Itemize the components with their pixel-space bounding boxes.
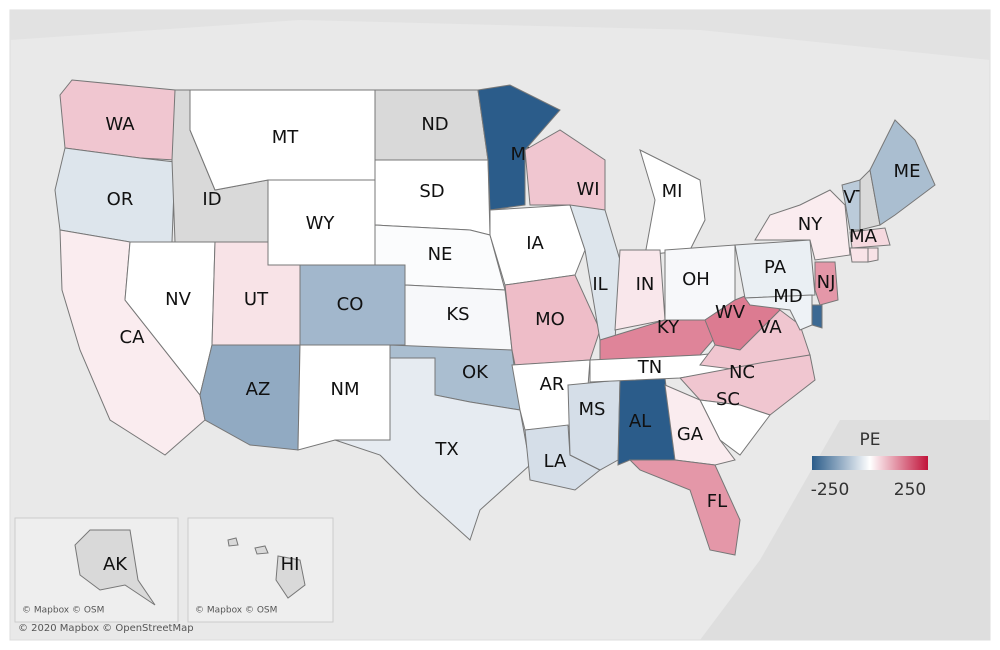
state-label: LA bbox=[544, 451, 567, 472]
state-label: AZ bbox=[246, 379, 271, 400]
state bbox=[275, 555, 306, 599]
state bbox=[254, 545, 269, 555]
state bbox=[814, 261, 839, 306]
state-label: NV bbox=[165, 289, 191, 310]
state-label: TX bbox=[434, 439, 458, 460]
state-label: TN bbox=[637, 357, 662, 378]
state-label: IN bbox=[636, 274, 655, 295]
state-label: WV bbox=[715, 302, 746, 323]
state-label: MD bbox=[773, 286, 802, 307]
state-label: PA bbox=[764, 257, 787, 278]
ocean bbox=[700, 420, 990, 640]
state-label: AL bbox=[629, 411, 651, 432]
state bbox=[227, 537, 239, 547]
state-label: IA bbox=[526, 233, 544, 254]
state-label: NE bbox=[428, 244, 453, 265]
state bbox=[744, 294, 813, 331]
state-label: IL bbox=[592, 274, 607, 295]
state-label: MI bbox=[662, 181, 683, 202]
state-label: HI bbox=[281, 554, 300, 575]
state bbox=[869, 119, 936, 226]
state bbox=[699, 309, 811, 371]
credit: © Mapbox © OSM bbox=[22, 606, 104, 616]
legend-max: 250 bbox=[894, 480, 926, 500]
legend-title: PE bbox=[860, 430, 881, 450]
legend-ramp bbox=[812, 456, 928, 470]
state-label: CO bbox=[337, 294, 364, 315]
state-label: ME bbox=[894, 161, 921, 182]
state bbox=[811, 304, 823, 329]
state-label: WY bbox=[306, 213, 336, 234]
state-label: NY bbox=[798, 214, 823, 235]
state-label: FL bbox=[707, 491, 727, 512]
state-label: SD bbox=[419, 181, 444, 202]
state-label: KY bbox=[657, 317, 680, 338]
state-label: MT bbox=[272, 127, 300, 148]
state-label: GA bbox=[677, 424, 704, 445]
state-label: AR bbox=[540, 374, 565, 395]
state-label: NC bbox=[729, 362, 755, 383]
state bbox=[628, 459, 741, 556]
canada bbox=[10, 10, 990, 60]
state bbox=[849, 247, 869, 263]
state-label: UT bbox=[244, 289, 269, 310]
state-label: OK bbox=[462, 362, 489, 383]
state bbox=[867, 247, 879, 263]
state-label: NM bbox=[331, 379, 360, 400]
state-label: WA bbox=[105, 114, 135, 135]
state-label: OR bbox=[107, 189, 134, 210]
state-label: KS bbox=[446, 304, 469, 325]
state bbox=[754, 189, 851, 261]
credit: © Mapbox © OSM bbox=[195, 606, 277, 616]
state-label: ND bbox=[421, 114, 448, 135]
state-label: MO bbox=[535, 309, 565, 330]
state-label: OH bbox=[682, 269, 710, 290]
state-label: SC bbox=[716, 389, 740, 410]
state bbox=[849, 227, 891, 249]
state-label: MS bbox=[579, 399, 606, 420]
state-label: WI bbox=[576, 179, 599, 200]
credit: © 2020 Mapbox © OpenStreetMap bbox=[18, 623, 194, 634]
state-label: VA bbox=[758, 317, 782, 338]
state-label: MA bbox=[849, 226, 878, 247]
legend-min: -250 bbox=[811, 480, 850, 500]
state-label: ID bbox=[202, 189, 221, 210]
state bbox=[74, 529, 156, 606]
state-label: NJ bbox=[817, 272, 836, 293]
state-label: AK bbox=[103, 554, 128, 575]
state-label: CA bbox=[120, 327, 146, 348]
state bbox=[567, 379, 621, 471]
hawaii-inset bbox=[187, 517, 334, 623]
state bbox=[477, 84, 561, 211]
state bbox=[734, 239, 816, 299]
